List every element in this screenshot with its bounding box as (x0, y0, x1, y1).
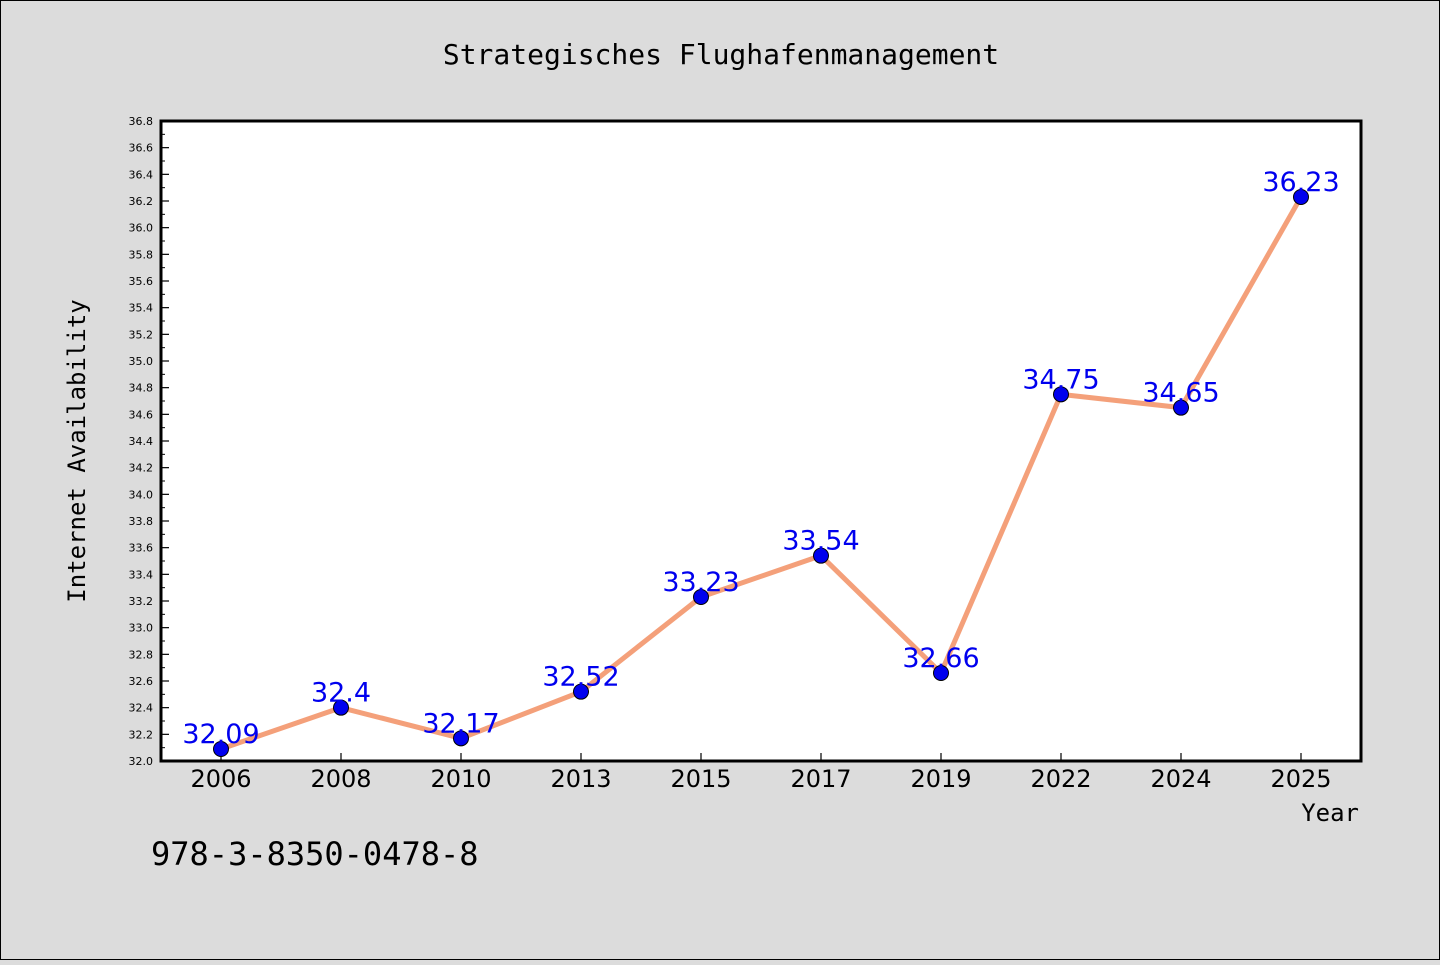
x-tick-label: 2010 (430, 765, 491, 793)
y-tick-label: 34.6 (129, 408, 154, 421)
data-point (1173, 399, 1189, 416)
isbn-text: 978-3-8350-0478-8 (151, 835, 479, 873)
y-tick-label: 34.4 (129, 435, 154, 448)
x-axis-ticks: 2006 2008 2010 2013 2015 2017 2019 2022 2024 2025 (190, 753, 1332, 793)
data-label: 32.66 (902, 643, 979, 674)
y-tick-label: 32.6 (129, 675, 154, 688)
y-tick-label: 33.4 (129, 568, 154, 581)
data-point (333, 699, 349, 716)
y-tick-label: 32.2 (129, 728, 154, 741)
x-axis-label: Year (1301, 799, 1359, 827)
y-tick-label: 33.8 (129, 515, 154, 528)
y-axis-label: Internet Availability (63, 299, 91, 602)
y-tick-label: 32.4 (129, 702, 154, 715)
chart-title: Strategisches Flughafenmanagement (443, 38, 999, 71)
y-tick-label: 32.0 (129, 755, 154, 768)
series-group (213, 189, 1309, 757)
y-tick-label: 34.2 (129, 462, 154, 475)
x-tick-label: 2013 (550, 765, 611, 793)
x-tick-label: 2006 (190, 765, 251, 793)
y-tick-label: 35.6 (129, 275, 154, 288)
data-point (453, 730, 469, 747)
data-point (1053, 386, 1069, 403)
y-tick-label: 32.8 (129, 648, 154, 661)
data-label: 36.23 (1262, 167, 1339, 198)
y-tick-label: 35.4 (129, 302, 154, 315)
data-point (693, 589, 709, 605)
y-axis-ticks: 32.0 32.2 32.4 32.6 32.8 33.0 33.2 33.4 33.6 33.8… (129, 115, 169, 768)
data-point (1293, 189, 1309, 205)
y-tick-label: 36.0 (129, 222, 154, 235)
x-tick-label: 2017 (790, 765, 851, 793)
data-point (813, 547, 829, 564)
data-label: 33.23 (662, 567, 739, 598)
y-tick-label: 36.4 (129, 168, 154, 181)
x-tick-label: 2022 (1030, 765, 1091, 793)
data-label: 32.17 (422, 708, 499, 739)
data-label: 33.54 (782, 526, 859, 557)
y-tick-label: 35.8 (129, 248, 154, 261)
y-tick-label: 33.6 (129, 542, 154, 555)
y-tick-label: 33.2 (129, 595, 154, 608)
y-tick-label: 34.8 (129, 382, 154, 395)
y-tick-label: 35.2 (129, 328, 154, 341)
data-label: 34.75 (1022, 364, 1099, 395)
data-label: 32.4 (311, 678, 371, 709)
y-tick-label: 36.6 (129, 142, 154, 155)
y-tick-label: 33.0 (129, 622, 154, 635)
x-tick-label: 2024 (1150, 765, 1211, 793)
y-tick-label: 36.8 (129, 115, 154, 128)
y-tick-label: 35.0 (129, 355, 154, 368)
plot-area (161, 121, 1361, 761)
y-tick-label: 34.0 (129, 488, 154, 501)
data-label: 34.65 (1142, 378, 1219, 409)
x-tick-label: 2019 (910, 765, 971, 793)
data-point (933, 665, 949, 681)
value-labels: 32.09 32.4 32.17 32.52 33.23 33.54 32.66 34.75 3… (182, 167, 1339, 750)
data-label: 32.09 (182, 719, 259, 750)
y-tick-label: 36.2 (129, 195, 154, 208)
series-line (220, 195, 1304, 752)
x-tick-label: 2015 (670, 765, 731, 793)
data-point (573, 683, 589, 700)
x-tick-label: 2025 (1270, 765, 1331, 793)
data-point (213, 741, 229, 757)
data-label: 32.52 (542, 662, 619, 693)
plot-border (159, 119, 1363, 763)
x-tick-label: 2008 (310, 765, 371, 793)
